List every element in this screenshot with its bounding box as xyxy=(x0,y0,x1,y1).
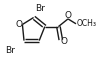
Text: O: O xyxy=(16,20,23,29)
Text: Br: Br xyxy=(35,4,45,13)
Text: O: O xyxy=(61,37,68,46)
Text: O: O xyxy=(65,11,71,20)
Text: Br: Br xyxy=(5,46,15,55)
Text: OCH₃: OCH₃ xyxy=(77,19,97,28)
